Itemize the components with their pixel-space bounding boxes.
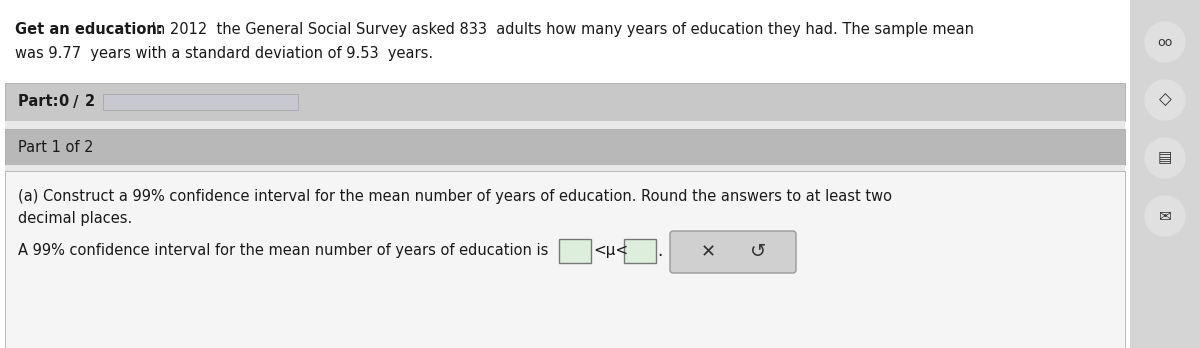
Circle shape [1145, 22, 1186, 62]
Text: /: / [68, 95, 84, 110]
Text: Get an education:: Get an education: [14, 22, 163, 37]
FancyBboxPatch shape [559, 239, 592, 263]
FancyBboxPatch shape [103, 94, 298, 110]
FancyBboxPatch shape [670, 231, 796, 273]
Text: oo: oo [1157, 35, 1172, 48]
Text: .: . [658, 242, 662, 260]
FancyBboxPatch shape [0, 0, 1130, 348]
FancyBboxPatch shape [624, 239, 656, 263]
Text: ▤: ▤ [1158, 150, 1172, 166]
Text: was 9.77  years with a standard deviation of 9.53  years.: was 9.77 years with a standard deviation… [14, 46, 433, 61]
Circle shape [1145, 80, 1186, 120]
Text: In 2012  the General Social Survey asked 833  adults how many years of education: In 2012 the General Social Survey asked … [148, 22, 974, 37]
Text: Part:: Part: [18, 95, 64, 110]
Circle shape [1145, 196, 1186, 236]
Circle shape [1145, 138, 1186, 178]
FancyBboxPatch shape [5, 121, 1126, 129]
Text: ✕: ✕ [701, 243, 715, 261]
Text: ✉: ✉ [1159, 208, 1171, 223]
Text: decimal places.: decimal places. [18, 211, 132, 226]
Text: A 99% confidence interval for the mean number of years of education is: A 99% confidence interval for the mean n… [18, 243, 548, 258]
FancyBboxPatch shape [5, 171, 1126, 348]
Text: <μ<: <μ< [593, 244, 628, 259]
FancyBboxPatch shape [5, 83, 1126, 121]
FancyBboxPatch shape [5, 165, 1126, 171]
Text: Part 1 of 2: Part 1 of 2 [18, 140, 94, 155]
Text: ↺: ↺ [750, 243, 766, 261]
Text: ◇: ◇ [1159, 91, 1171, 109]
Text: 0: 0 [58, 95, 68, 110]
Text: 2: 2 [85, 95, 95, 110]
FancyBboxPatch shape [1130, 0, 1200, 348]
FancyBboxPatch shape [5, 129, 1126, 165]
Text: (a) Construct a 99% confidence interval for the mean number of years of educatio: (a) Construct a 99% confidence interval … [18, 189, 892, 204]
